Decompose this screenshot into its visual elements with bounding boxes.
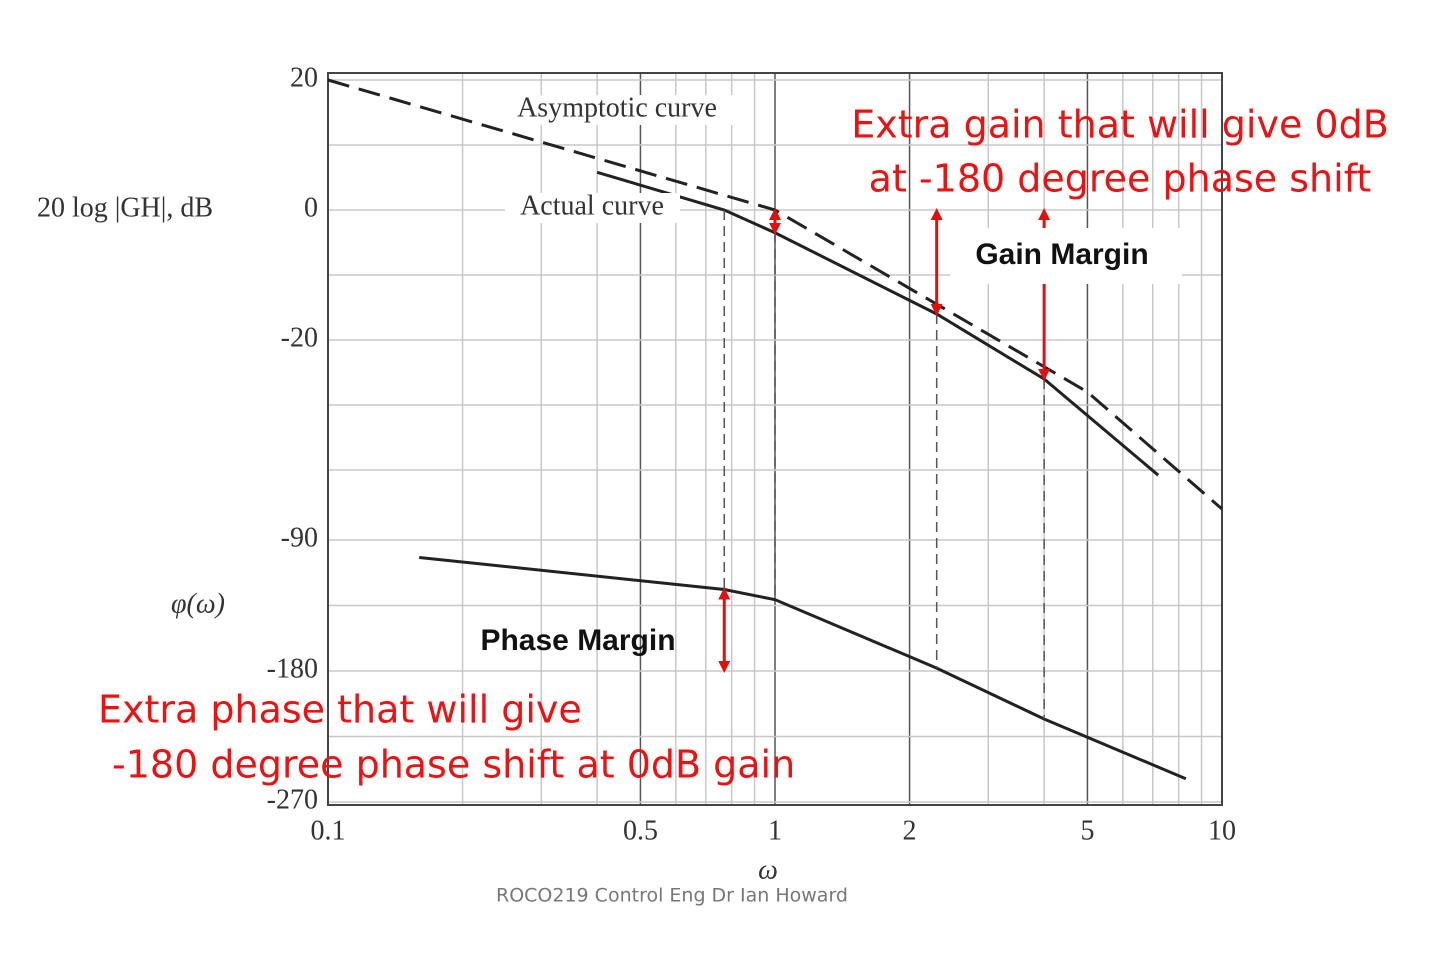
series-label: Asymptotic curve <box>517 92 717 123</box>
gain-note: Extra gain that will give 0dB <box>851 103 1389 147</box>
x-tick-label: 1 <box>768 815 782 846</box>
phase-margin-label: Phase Margin <box>480 624 675 657</box>
plot-frame <box>327 72 1223 806</box>
x-tick-label: 0.1 <box>311 815 346 846</box>
y-tick-label: 20 <box>290 62 318 93</box>
x-axis-label: ω <box>758 854 778 885</box>
series-label: Actual curve <box>520 190 664 221</box>
line <box>596 170 1160 477</box>
y-axis-label: φ(ω) <box>171 588 225 619</box>
gain-note: at -180 degree phase shift <box>869 157 1372 201</box>
label-bg <box>500 95 735 125</box>
line <box>419 555 1187 781</box>
y-tick-label: 0 <box>304 192 318 223</box>
phase-note: Extra phase that will give <box>98 688 582 732</box>
y-tick-label: -270 <box>267 784 318 815</box>
y-axis-label: 20 log |GH|, dB <box>37 192 213 223</box>
marks <box>327 78 1223 781</box>
label-bg <box>950 228 1182 284</box>
y-tick-label: -180 <box>267 653 318 684</box>
x-tick-label: 0.5 <box>623 815 658 846</box>
phase-note: -180 degree phase shift at 0dB gain <box>112 743 795 787</box>
x-tick-label: 5 <box>1080 815 1094 846</box>
label-bg <box>505 193 680 223</box>
x-tick-label: 2 <box>903 815 917 846</box>
y-tick-label: -20 <box>281 322 318 353</box>
y-tick-label: -90 <box>281 522 318 553</box>
footer: ROCO219 Control Eng Dr Ian Howard <box>496 885 848 907</box>
gain-margin-label: Gain Margin <box>975 238 1148 271</box>
x-tick-label: 10 <box>1208 815 1236 846</box>
